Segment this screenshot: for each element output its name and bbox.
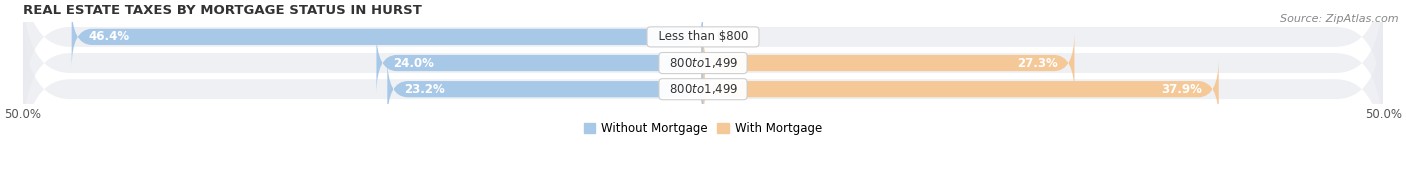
FancyBboxPatch shape: [72, 6, 703, 68]
FancyBboxPatch shape: [703, 58, 1219, 120]
Text: 24.0%: 24.0%: [392, 56, 433, 70]
Text: REAL ESTATE TAXES BY MORTGAGE STATUS IN HURST: REAL ESTATE TAXES BY MORTGAGE STATUS IN …: [22, 4, 422, 17]
Text: 27.3%: 27.3%: [1018, 56, 1059, 70]
FancyBboxPatch shape: [703, 32, 1074, 94]
Text: Less than $800: Less than $800: [651, 30, 755, 43]
Text: $800 to $1,499: $800 to $1,499: [662, 56, 744, 70]
Text: 0.0%: 0.0%: [717, 30, 749, 43]
Text: Source: ZipAtlas.com: Source: ZipAtlas.com: [1281, 14, 1399, 24]
FancyBboxPatch shape: [387, 58, 703, 120]
Text: $800 to $1,499: $800 to $1,499: [662, 82, 744, 96]
FancyBboxPatch shape: [377, 32, 703, 94]
FancyBboxPatch shape: [22, 0, 1384, 145]
Legend: Without Mortgage, With Mortgage: Without Mortgage, With Mortgage: [579, 117, 827, 140]
FancyBboxPatch shape: [22, 8, 1384, 171]
Text: 46.4%: 46.4%: [89, 30, 129, 43]
FancyBboxPatch shape: [22, 0, 1384, 119]
Text: 23.2%: 23.2%: [404, 83, 444, 96]
Text: 37.9%: 37.9%: [1161, 83, 1202, 96]
